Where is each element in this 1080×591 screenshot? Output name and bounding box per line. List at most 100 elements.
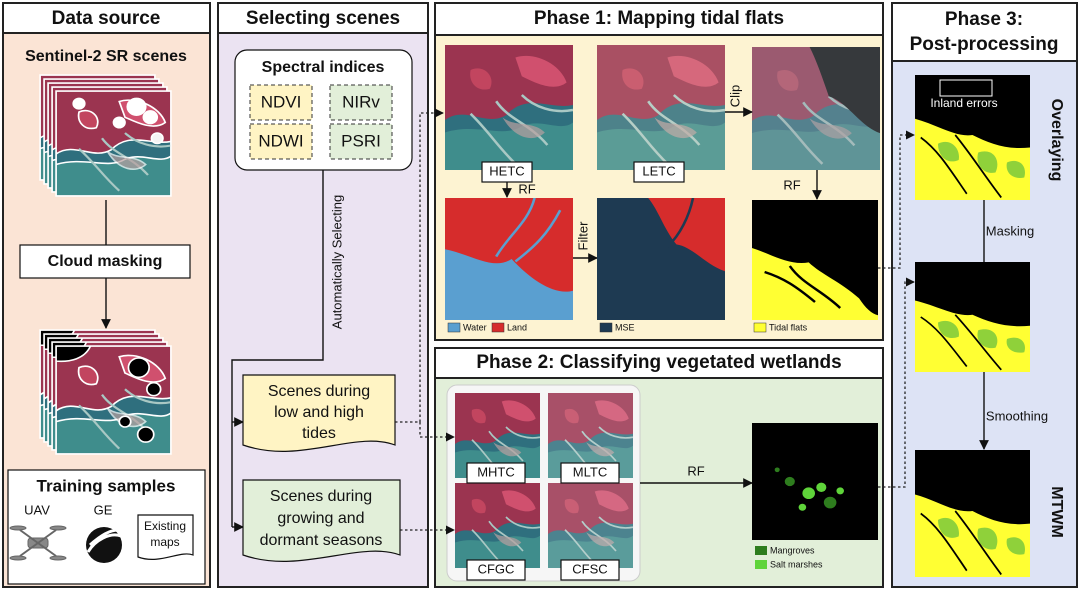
legend-swatch bbox=[755, 560, 767, 569]
label-box bbox=[560, 462, 620, 484]
classified-image bbox=[752, 200, 878, 320]
image-stack bbox=[39, 329, 172, 455]
label: MHTC bbox=[477, 464, 515, 479]
drone-icon-part bbox=[19, 529, 57, 557]
label: growing and bbox=[277, 510, 364, 527]
drone-icon-part bbox=[9, 525, 27, 531]
label: low and high bbox=[274, 404, 364, 421]
legend-swatch bbox=[753, 322, 767, 333]
panel-title: Phase 3: bbox=[945, 9, 1023, 30]
label: Automatically Selecting bbox=[329, 195, 344, 329]
label: dormant seasons bbox=[260, 532, 383, 549]
selecting-panel: Selecting scenes Spectral indices NDVI N… bbox=[217, 2, 429, 588]
drone-icon bbox=[9, 525, 67, 561]
index-label: NIRv bbox=[342, 92, 380, 111]
result-image bbox=[915, 450, 1030, 577]
label: CFSC bbox=[572, 561, 607, 576]
legend-label: Salt marshes bbox=[770, 559, 823, 569]
label: Sentinel-2 SR scenes bbox=[25, 48, 187, 65]
label: maps bbox=[150, 535, 179, 549]
label: UAV bbox=[24, 502, 50, 517]
legend-label: Water bbox=[463, 322, 487, 332]
phase3-panel-part bbox=[891, 2, 1078, 62]
label: Inland errors bbox=[930, 96, 997, 110]
phase2-panel: Phase 2: Classifying vegetated wetlands … bbox=[434, 347, 884, 588]
label-box bbox=[466, 559, 526, 581]
data-source-panel: Data source Sentinel-2 SR scenes Cloud m… bbox=[2, 2, 211, 588]
dashed-connectors-part bbox=[395, 108, 444, 423]
image-stack-part bbox=[55, 90, 172, 197]
index-label: NDVI bbox=[261, 92, 302, 111]
label: GE bbox=[94, 502, 113, 517]
index-box bbox=[249, 123, 313, 160]
highlight-box bbox=[939, 79, 993, 97]
satellite-image bbox=[445, 45, 573, 170]
earth-icon bbox=[86, 527, 122, 563]
selecting-panel-part bbox=[217, 2, 429, 34]
document bbox=[242, 479, 401, 562]
image-stack-part bbox=[56, 91, 171, 196]
legend-swatch bbox=[491, 322, 505, 333]
index-label: PSRI bbox=[341, 131, 381, 150]
drone-icon-part bbox=[49, 555, 67, 561]
drone-icon-part bbox=[9, 555, 27, 561]
label: Smoothing bbox=[986, 408, 1048, 423]
result-image bbox=[915, 262, 1030, 372]
label: Spectral indices bbox=[262, 59, 385, 76]
satellite-image bbox=[752, 47, 880, 170]
data-source-panel-part bbox=[2, 2, 211, 34]
label: Masking bbox=[986, 223, 1034, 238]
label: MTWM bbox=[1048, 486, 1065, 538]
label: Scenes during bbox=[270, 488, 372, 505]
classified-image bbox=[445, 198, 573, 320]
dashed-connectors bbox=[395, 108, 915, 535]
label: Training samples bbox=[37, 476, 176, 495]
satellite-image bbox=[597, 45, 725, 170]
legend-label: Mangroves bbox=[770, 545, 815, 555]
label: Scenes during bbox=[268, 383, 370, 400]
legend-label: Land bbox=[507, 322, 527, 332]
label: CFGC bbox=[478, 561, 515, 576]
label: HETC bbox=[489, 163, 524, 178]
panel-title: Phase 1: Mapping tidal flats bbox=[534, 8, 784, 29]
label-box bbox=[466, 462, 526, 484]
connector bbox=[231, 170, 324, 527]
label: Clip bbox=[727, 85, 742, 107]
label: Filter bbox=[575, 221, 590, 251]
panel-title: Phase 2: Classifying vegetated wetlands bbox=[476, 352, 841, 373]
image-stack-part bbox=[56, 346, 171, 454]
phase2-panel-part bbox=[434, 347, 884, 379]
process-box bbox=[19, 244, 191, 279]
classified-image bbox=[752, 423, 878, 540]
drone-icon-part bbox=[49, 525, 67, 531]
index-box bbox=[329, 84, 393, 121]
label-box bbox=[481, 161, 533, 183]
index-box bbox=[249, 84, 313, 121]
label: MLTC bbox=[573, 464, 607, 479]
label: RF bbox=[783, 177, 800, 192]
dashed-connectors-part bbox=[419, 422, 455, 442]
legend-swatch bbox=[447, 322, 461, 333]
panel-title: Selecting scenes bbox=[246, 8, 400, 29]
dashed-connectors-part bbox=[878, 277, 915, 488]
result-image bbox=[915, 75, 1030, 200]
phase1-panel-part bbox=[434, 2, 884, 36]
document bbox=[242, 374, 396, 452]
earth-icon-part bbox=[86, 528, 122, 553]
label: Overlaying bbox=[1048, 99, 1065, 182]
label: RF bbox=[687, 463, 704, 478]
phase3-panel: Phase 3: Post-processing Inland errors O… bbox=[891, 2, 1078, 588]
label: RF bbox=[518, 181, 535, 196]
legend-swatch bbox=[755, 546, 767, 555]
image-stack-part bbox=[55, 345, 172, 455]
classified-image bbox=[597, 198, 725, 320]
index-box bbox=[329, 123, 393, 160]
panel-title: Post-processing bbox=[910, 34, 1059, 55]
satellite-image bbox=[455, 483, 540, 568]
label: tides bbox=[302, 425, 336, 442]
legend-swatch bbox=[599, 322, 613, 333]
satellite-image bbox=[548, 483, 633, 568]
legend-label: Tidal flats bbox=[769, 322, 808, 332]
